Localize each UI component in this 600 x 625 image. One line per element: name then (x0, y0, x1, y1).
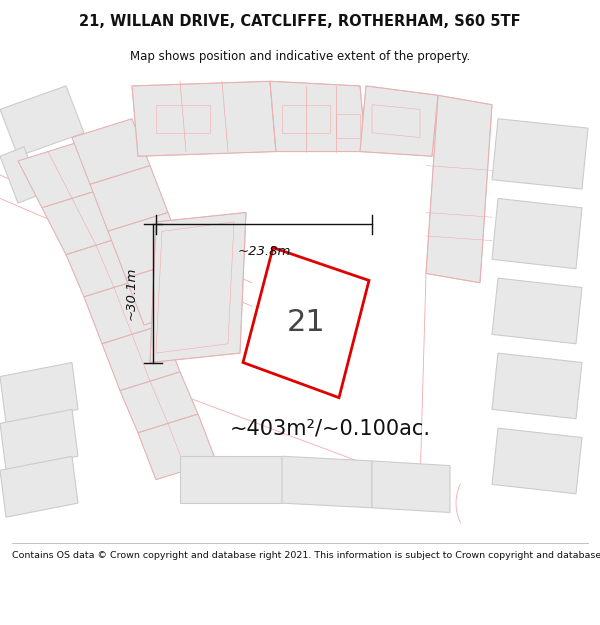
Text: ~30.1m: ~30.1m (125, 267, 138, 320)
Polygon shape (270, 81, 366, 151)
Polygon shape (72, 119, 150, 184)
Polygon shape (150, 213, 246, 362)
Text: 21, WILLAN DRIVE, CATCLIFFE, ROTHERHAM, S60 5TF: 21, WILLAN DRIVE, CATCLIFFE, ROTHERHAM, … (79, 14, 521, 29)
Polygon shape (372, 461, 450, 512)
Polygon shape (492, 278, 582, 344)
Polygon shape (102, 325, 180, 391)
Polygon shape (492, 199, 582, 269)
Text: Contains OS data © Crown copyright and database right 2021. This information is : Contains OS data © Crown copyright and d… (12, 551, 600, 560)
Polygon shape (138, 414, 216, 480)
Polygon shape (0, 409, 78, 470)
Polygon shape (42, 189, 126, 255)
Text: ~23.8m: ~23.8m (238, 245, 290, 258)
Polygon shape (0, 456, 78, 518)
Polygon shape (126, 259, 204, 325)
Polygon shape (90, 166, 168, 231)
Polygon shape (0, 362, 78, 424)
Polygon shape (132, 81, 276, 156)
Polygon shape (84, 278, 162, 344)
Polygon shape (180, 456, 282, 503)
Polygon shape (360, 86, 438, 156)
Text: ~403m²/~0.100ac.: ~403m²/~0.100ac. (229, 418, 431, 438)
Polygon shape (18, 142, 102, 208)
Polygon shape (66, 236, 144, 297)
Text: 21: 21 (287, 308, 325, 337)
Polygon shape (426, 95, 492, 282)
Polygon shape (0, 147, 42, 203)
Polygon shape (492, 353, 582, 419)
Polygon shape (108, 213, 186, 278)
Polygon shape (0, 86, 84, 156)
Polygon shape (120, 372, 198, 432)
Polygon shape (282, 456, 372, 508)
Polygon shape (492, 428, 582, 494)
Polygon shape (492, 119, 588, 189)
Text: Map shows position and indicative extent of the property.: Map shows position and indicative extent… (130, 49, 470, 62)
